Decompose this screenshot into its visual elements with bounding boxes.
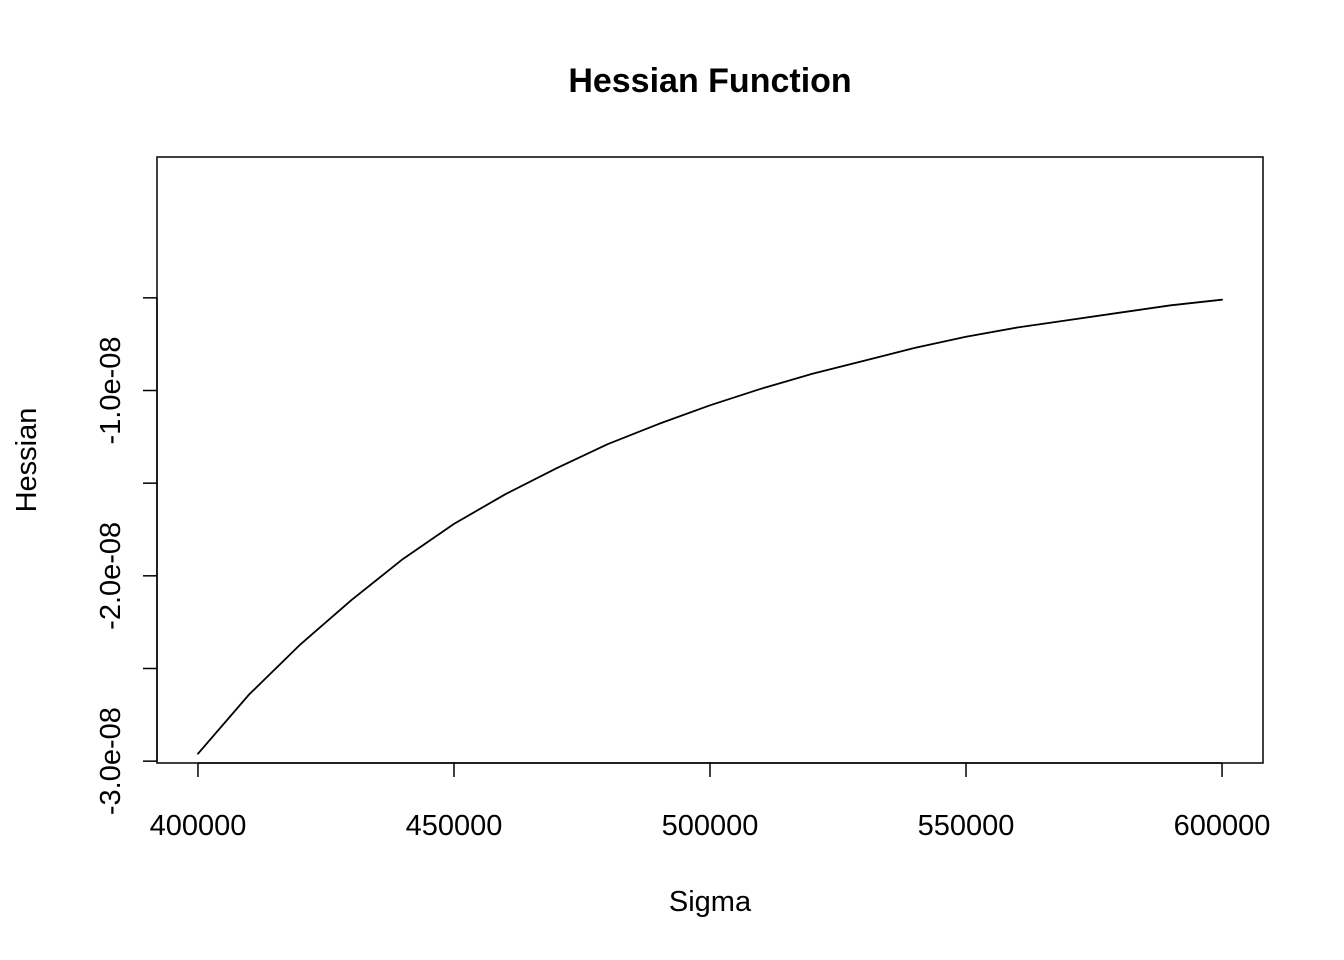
y-tick-label: -3.0e-08 xyxy=(95,707,127,815)
y-axis: -3.0e-08 -2.0e-08 -1.0e-08 xyxy=(95,297,158,815)
x-tick-label: 550000 xyxy=(918,810,1015,842)
y-tick-label: -2.0e-08 xyxy=(95,522,127,630)
x-axis: 400000 450000 500000 550000 600000 xyxy=(150,762,1271,842)
x-tick-label: 600000 xyxy=(1174,810,1271,842)
x-axis-label: Sigma xyxy=(669,886,752,918)
x-tick-label: 450000 xyxy=(406,810,503,842)
plot-frame xyxy=(156,156,1264,764)
hessian-series-line xyxy=(197,298,1223,755)
x-tick-label: 500000 xyxy=(662,810,759,842)
chart-title: Hessian Function xyxy=(568,62,851,100)
x-tick-label: 400000 xyxy=(150,810,247,842)
y-tick-label: -1.0e-08 xyxy=(95,336,127,444)
series-layer xyxy=(197,298,1223,755)
y-axis-label: Hessian xyxy=(11,408,43,513)
